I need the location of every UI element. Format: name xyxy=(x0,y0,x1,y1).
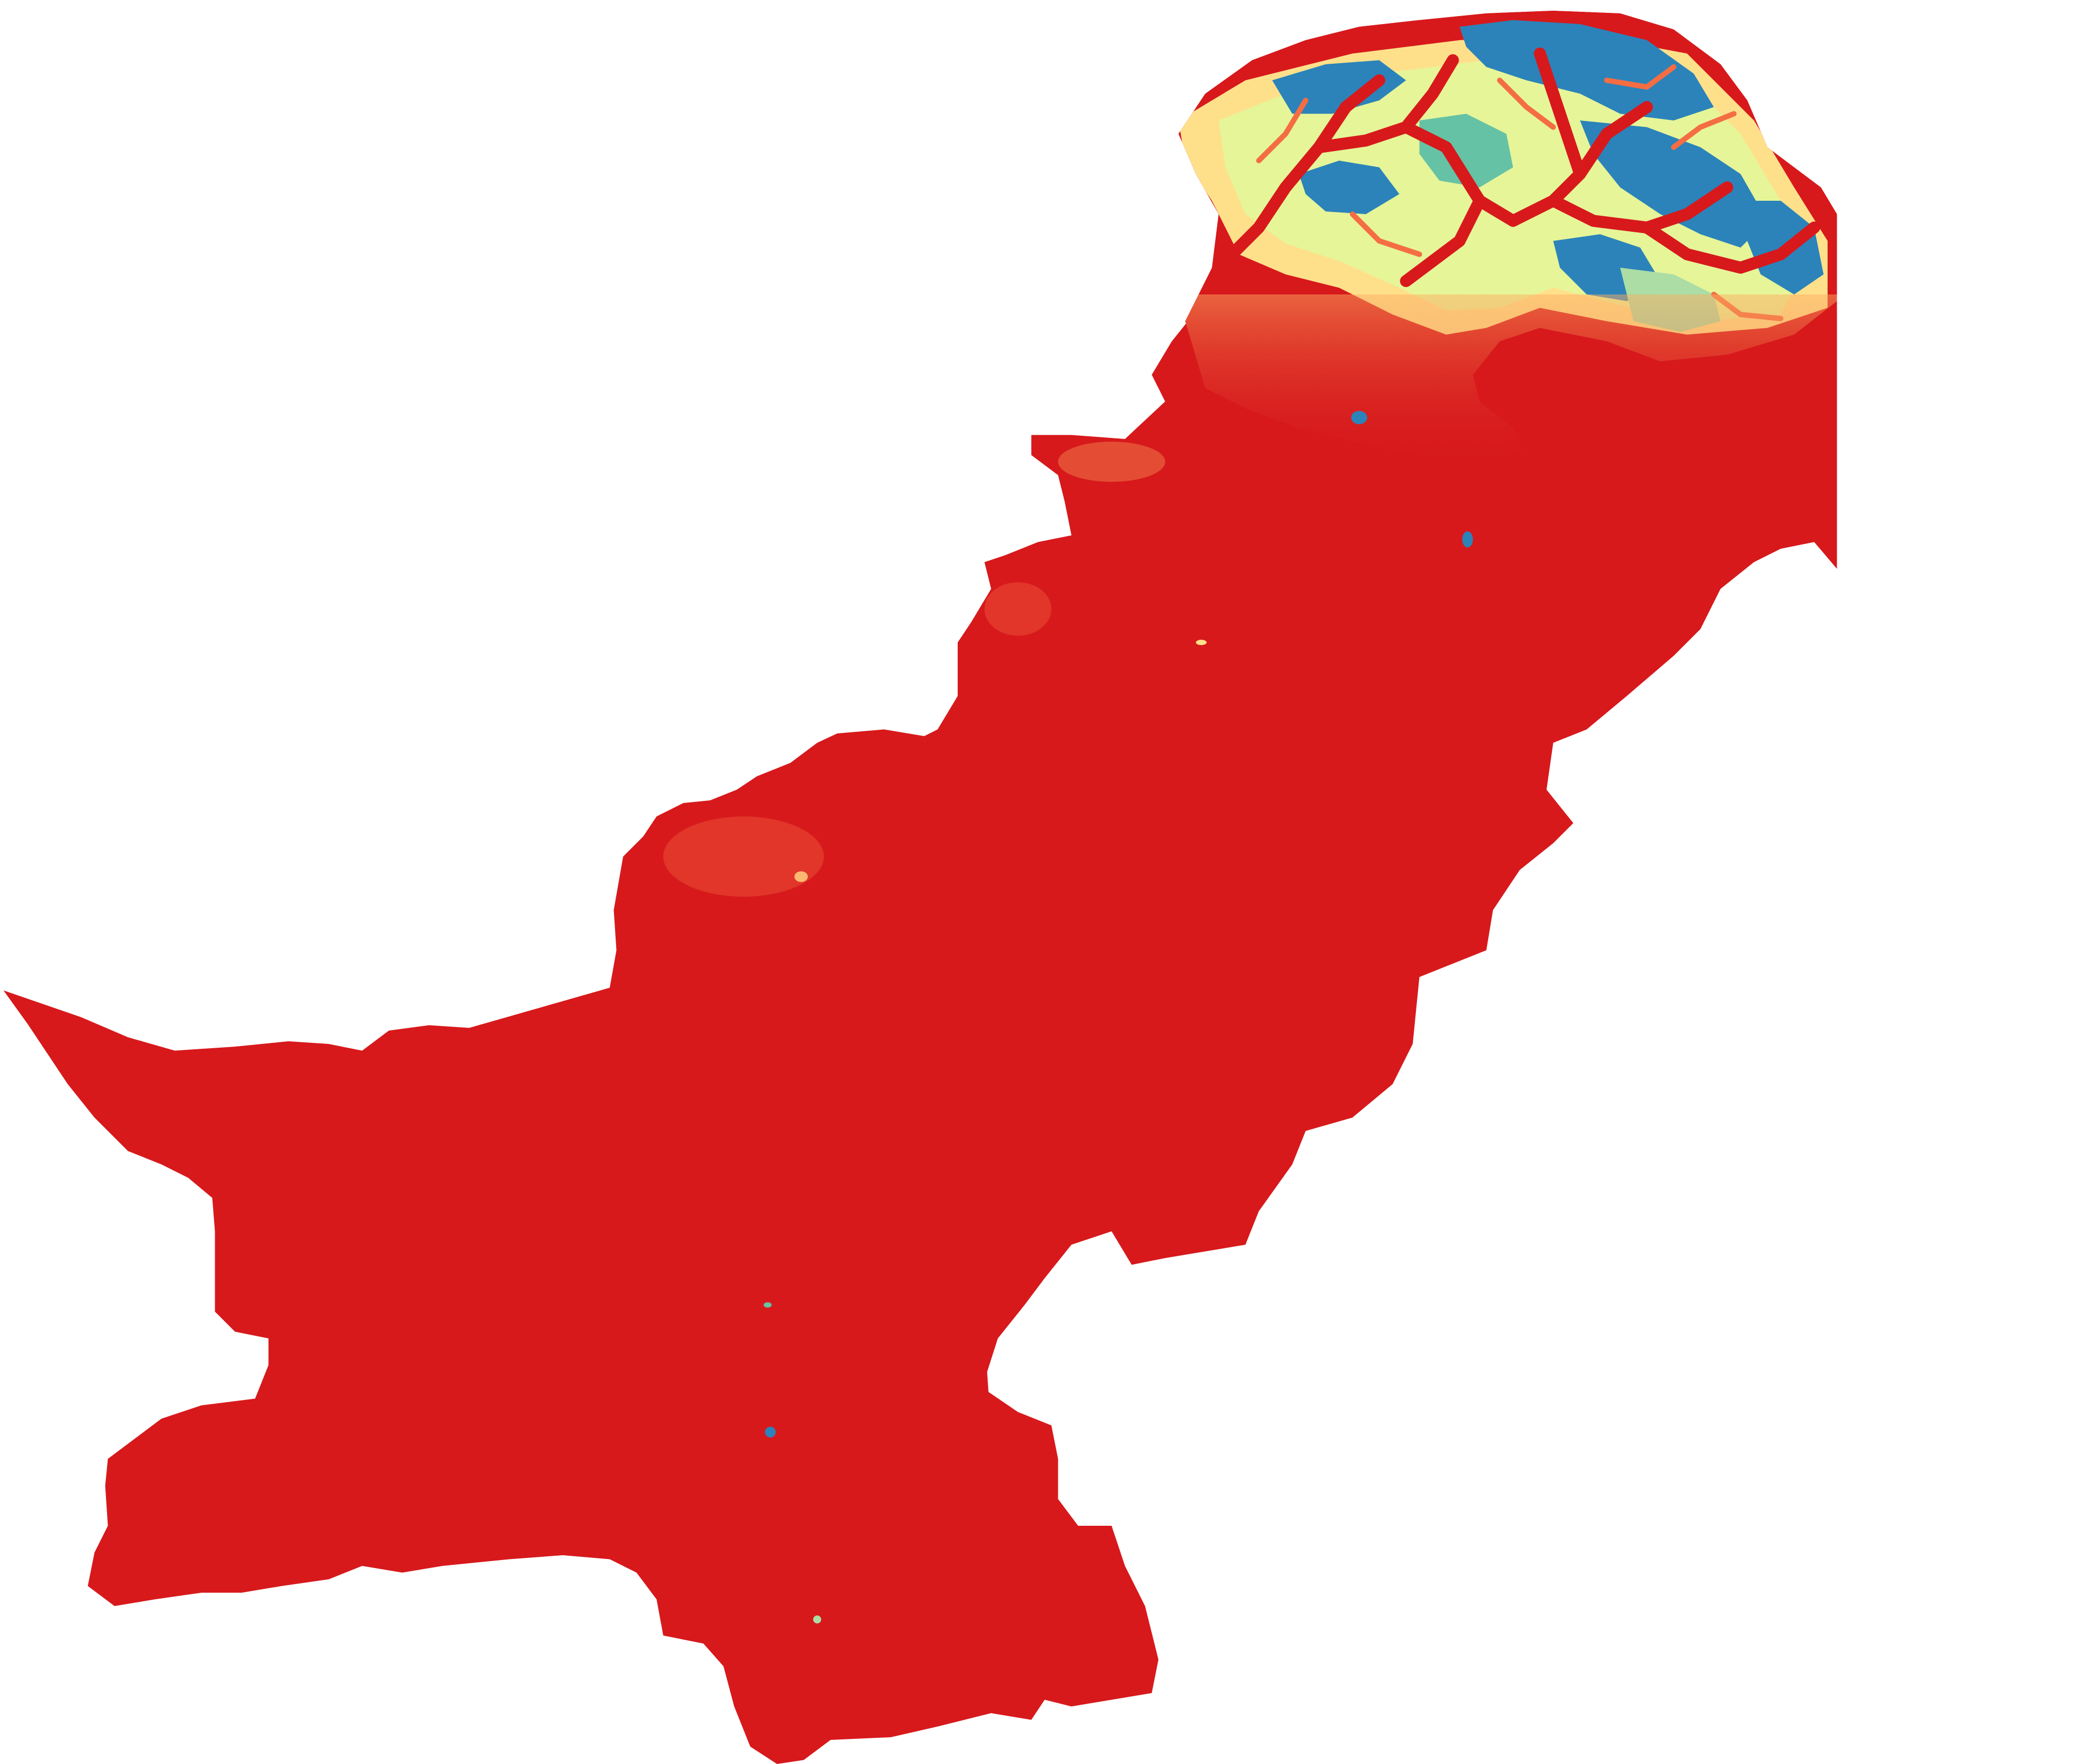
country-shape xyxy=(3,11,1837,1764)
western-plateau-shading xyxy=(663,442,1165,897)
lake-markers xyxy=(763,411,1473,1624)
northern-highlands xyxy=(1178,11,1837,462)
